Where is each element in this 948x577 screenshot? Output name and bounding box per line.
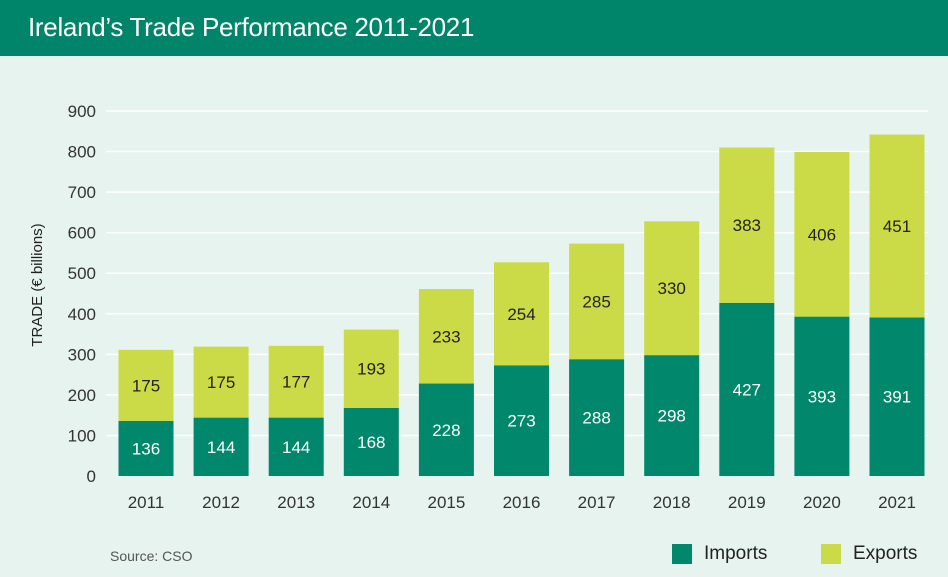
bar-series: 136 175 144 175 144 177 168 193 228 233 273 254 288 2… (118, 134, 925, 476)
y-tick-label: 500 (68, 264, 96, 283)
x-tick-label: 2011 (128, 493, 165, 512)
legend-swatch-imports (672, 544, 692, 564)
data-label-imports-2020: 393 (808, 387, 836, 406)
bar-imports-2020 (794, 316, 850, 476)
bar-exports-2020 (794, 151, 850, 317)
data-label-exports-2017: 285 (582, 292, 610, 311)
bar-exports-2019 (719, 147, 775, 303)
bar-exports-2014 (343, 329, 399, 408)
data-label-imports-2011: 136 (132, 439, 160, 458)
y-tick-label: 200 (68, 386, 96, 405)
data-label-exports-2020: 406 (808, 225, 836, 244)
y-axis-label: TRADE (€ billions) (29, 223, 46, 346)
x-tick-label: 2021 (878, 493, 916, 512)
data-label-exports-2014: 193 (357, 360, 385, 379)
y-tick-label: 400 (68, 305, 96, 324)
bar-imports-2015 (418, 383, 474, 476)
data-label-imports-2012: 144 (207, 438, 235, 457)
data-label-exports-2018: 330 (658, 279, 686, 298)
y-tick-label: 0 (87, 467, 96, 486)
x-tick-label: 2020 (803, 493, 841, 512)
y-tick-label: 300 (68, 345, 96, 364)
y-tick-label: 600 (68, 224, 96, 243)
legend-label-imports: Imports (704, 543, 768, 564)
data-label-exports-2011: 175 (132, 376, 160, 395)
data-label-imports-2014: 168 (357, 433, 385, 452)
data-label-imports-2019: 427 (733, 380, 761, 399)
y-tick-label: 800 (68, 143, 96, 162)
data-label-exports-2016: 254 (507, 305, 535, 324)
data-label-imports-2015: 228 (432, 421, 460, 440)
data-label-imports-2021: 391 (883, 388, 911, 407)
x-tick-label: 2018 (653, 493, 691, 512)
bar-imports-2011 (118, 420, 174, 476)
data-label-imports-2013: 144 (282, 438, 310, 457)
bar-exports-2018 (644, 221, 700, 356)
bar-exports-2021 (869, 134, 925, 318)
data-label-imports-2017: 288 (582, 409, 610, 428)
bar-imports-2016 (494, 365, 549, 476)
y-axis-ticks: 0 100 200 300 400 500 600 700 800 900 (68, 102, 96, 486)
bar-exports-2016 (494, 262, 549, 366)
x-tick-label: 2017 (578, 493, 616, 512)
bar-imports-2021 (869, 317, 925, 476)
data-label-exports-2013: 177 (282, 373, 310, 392)
legend-label-exports: Exports (853, 543, 918, 564)
data-label-imports-2016: 273 (507, 412, 535, 431)
data-label-exports-2012: 175 (207, 373, 235, 392)
bar-imports-2014 (343, 407, 399, 476)
y-tick-label: 100 (68, 426, 96, 445)
bar-imports-2017 (569, 359, 625, 476)
header-bar: Ireland’s Trade Performance 2011-2021 (0, 0, 948, 56)
data-label-imports-2018: 298 (658, 407, 686, 426)
bar-imports-2019 (719, 302, 775, 476)
bar-exports-2011 (118, 349, 174, 421)
x-tick-label: 2012 (202, 493, 240, 512)
bar-exports-2012 (193, 346, 249, 418)
page-title: Ireland’s Trade Performance 2011-2021 (28, 12, 475, 42)
data-label-exports-2015: 233 (432, 327, 460, 346)
data-label-exports-2021: 451 (883, 217, 911, 236)
x-tick-label: 2019 (728, 493, 766, 512)
source-note: Source: CSO (110, 548, 193, 564)
x-tick-label: 2015 (427, 493, 465, 512)
bar-exports-2013 (268, 345, 324, 418)
x-tick-label: 2013 (277, 493, 315, 512)
legend-item-imports: Imports (672, 543, 767, 565)
x-axis-ticks: 2011 2012 2013 2014 2015 2016 2017 2018 2019 2020… (128, 493, 916, 512)
bar-imports-2013 (268, 417, 324, 476)
x-tick-label: 2016 (503, 493, 541, 512)
y-tick-label: 700 (68, 183, 96, 202)
bar-exports-2015 (418, 289, 474, 384)
bar-imports-2018 (644, 355, 700, 476)
bar-imports-2012 (193, 417, 249, 476)
x-tick-label: 2014 (352, 493, 390, 512)
data-label-exports-2019: 383 (733, 216, 761, 235)
bar-exports-2017 (569, 243, 625, 360)
y-tick-label: 900 (68, 102, 96, 121)
legend-swatch-exports (821, 544, 841, 564)
legend-item-exports: Exports (821, 543, 917, 565)
